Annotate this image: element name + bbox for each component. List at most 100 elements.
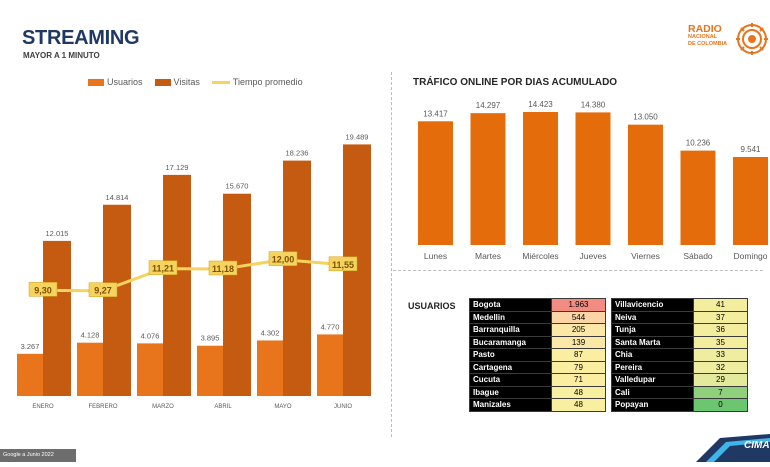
- day-value-label: 14.423: [528, 100, 553, 109]
- day-tick-label: Lunes: [424, 251, 447, 261]
- city-users-value: 35: [693, 335, 748, 349]
- visitas-bar: [43, 240, 71, 396]
- city-name: Tunja: [611, 323, 694, 337]
- city-row: Villavicencio 41: [611, 298, 748, 312]
- day-tick-label: Viernes: [631, 251, 660, 261]
- city-users-value: 1.963: [551, 298, 606, 312]
- tiempo-value-label: 11,21: [152, 264, 174, 274]
- city-row: Pasto 87: [469, 348, 606, 362]
- usuarios-bar: [257, 340, 283, 396]
- usuarios-value-label: 4.770: [321, 322, 340, 331]
- day-bar: [628, 124, 663, 245]
- usuarios-bar: [17, 353, 43, 396]
- logo-line1: RADIO: [688, 23, 722, 35]
- city-row: Manizales 48: [469, 398, 606, 412]
- usuarios-title: USUARIOS: [408, 301, 456, 311]
- tiempo-value-box: [28, 282, 58, 297]
- legend-usuarios-swatch: [88, 78, 104, 86]
- usuarios-bar: [77, 342, 103, 396]
- city-name: Medellin: [469, 310, 552, 324]
- monthly-streaming-chart: 3.267 12.015 ENERO 4.128 14.814 FEBRERO 4.076 1…: [17, 132, 371, 410]
- day-value-label: 14.380: [581, 100, 606, 109]
- city-name: Chia: [611, 348, 694, 362]
- month-tick-label: JUNIO: [334, 404, 352, 410]
- day-tick-label: Miércoles: [522, 251, 558, 261]
- month-tick-label: ABRIL: [214, 404, 232, 410]
- horizontal-divider: [393, 270, 763, 271]
- city-name: Villavicencio: [611, 298, 694, 312]
- city-name: Cucuta: [469, 373, 552, 387]
- city-name: Bogota: [469, 298, 552, 312]
- day-tick-label: Jueves: [580, 251, 607, 261]
- city-name: Barranquilla: [469, 323, 552, 337]
- radio-nacional-logo: RADIO NACIONAL DE COLOMBIA: [688, 22, 768, 62]
- page-title: STREAMING: [22, 27, 140, 49]
- city-users-value: 33: [693, 348, 748, 362]
- usuarios-value-label: 4.302: [261, 328, 280, 337]
- legend-tiempo-swatch: [211, 80, 230, 84]
- usuarios-value-label: 3.267: [21, 342, 40, 351]
- radio-nacional-emblem-icon: [736, 23, 768, 55]
- tiempo-value-box: [328, 256, 358, 272]
- city-users-value: 48: [551, 398, 606, 412]
- city-name: Valledupar: [611, 373, 694, 387]
- city-users-value: 29: [693, 373, 748, 387]
- tiempo-value-box: [148, 260, 178, 275]
- usuarios-value-label: 4.076: [141, 331, 160, 340]
- city-users-value: 36: [693, 323, 748, 337]
- legend-visitas-swatch: [154, 78, 171, 86]
- tiempo-value-label: 11,55: [332, 260, 354, 270]
- city-users-value: 0: [693, 398, 748, 412]
- month-tick-label: MAYO: [274, 404, 292, 410]
- legend-usuarios: Usuarios: [88, 77, 143, 87]
- usuarios-value-label: 4.128: [81, 331, 100, 340]
- visitas-value-label: 18.236: [286, 149, 309, 158]
- usuarios-bar: [137, 343, 163, 396]
- cities-table-right: Villavicencio 41 Neiva 37 Tunja 36 Santa Marta…: [611, 298, 748, 412]
- city-row: Pereira 32: [611, 360, 748, 374]
- cities-table-left: Bogota 1.963 Medellin 544 Barranquilla 205 Buc…: [469, 298, 606, 412]
- right-chart-title: TRÁFICO ONLINE POR DIAS ACUMULADO: [413, 77, 618, 88]
- tiempo-value-label: 9,30: [34, 285, 52, 295]
- city-row: Ibague 48: [469, 385, 606, 399]
- cima-logo: CIMA: [696, 424, 770, 462]
- city-users-value: 205: [551, 323, 606, 337]
- month-tick-label: ENERO: [32, 404, 54, 410]
- day-bar: [470, 113, 506, 245]
- city-name: Manizales: [469, 398, 552, 412]
- city-row: Bogota 1.963: [469, 298, 606, 312]
- city-row: Popayan 0: [611, 398, 748, 412]
- visitas-value-label: 12.015: [46, 229, 69, 238]
- city-row: Valledupar 29: [611, 373, 748, 387]
- city-name: Cali: [611, 385, 694, 399]
- tiempo-value-box: [208, 260, 238, 276]
- day-value-label: 14.297: [476, 101, 501, 110]
- city-users-value: 48: [551, 385, 606, 399]
- city-name: Santa Marta: [611, 335, 694, 349]
- month-tick-label: FEBRERO: [88, 404, 117, 410]
- legend-usuarios-label: Usuarios: [107, 77, 143, 87]
- city-row: Barranquilla 205: [469, 323, 606, 337]
- visitas-value-label: 17.129: [166, 163, 189, 172]
- day-value-label: 13.050: [633, 113, 658, 122]
- day-bar: [523, 112, 558, 245]
- city-name: Neiva: [611, 310, 694, 324]
- city-row: Neiva 37: [611, 310, 748, 324]
- cima-label: CIMA: [744, 440, 770, 451]
- day-bar: [575, 112, 611, 246]
- city-users-value: 87: [551, 348, 606, 362]
- day-value-label: 9.541: [740, 145, 761, 154]
- city-row: Cali 7: [611, 385, 748, 399]
- city-name: Cartagena: [469, 360, 552, 374]
- cima-swoosh-icon: [696, 434, 770, 462]
- usuarios-bar: [317, 334, 343, 396]
- city-name: Ibague: [469, 385, 552, 399]
- city-name: Bucaramanga: [469, 335, 552, 349]
- city-users-value: 79: [551, 360, 606, 374]
- left-chart-legend: Usuarios Visitas Tiempo promedio: [88, 77, 303, 87]
- visitas-bar: [163, 174, 191, 396]
- day-value-label: 13.417: [423, 109, 448, 118]
- city-row: Cucuta 71: [469, 373, 606, 387]
- visitas-value-label: 19.489: [346, 132, 369, 141]
- source-footer: Google a Junio 2022: [0, 449, 76, 462]
